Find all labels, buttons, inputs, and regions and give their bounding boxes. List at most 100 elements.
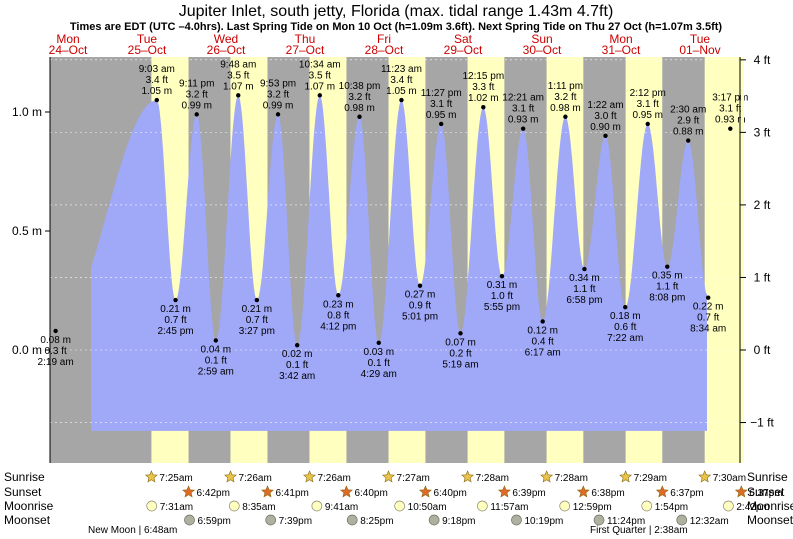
moonrise-icon xyxy=(311,500,323,512)
tide-point xyxy=(154,97,159,103)
day-name: Tue xyxy=(137,32,158,46)
tide-ft-label: 0.9 ft xyxy=(409,301,431,312)
moonrise-icon xyxy=(641,500,653,512)
tide-m-label: 1.07 m xyxy=(304,81,335,92)
day-date: 25–Oct xyxy=(128,43,167,57)
tide-point xyxy=(213,338,219,343)
sunrise-time: 7:26am xyxy=(317,473,350,484)
sunset-time: 6:42pm xyxy=(197,488,230,499)
tide-point xyxy=(623,304,628,310)
tide-m-label: 0.35 m xyxy=(652,271,683,282)
sunset-icon xyxy=(339,485,353,498)
tide-m-label: 0.22 m xyxy=(693,302,724,313)
tide-point xyxy=(294,343,300,348)
y-left-tick-label: 0.0 m xyxy=(12,343,42,357)
moonrise-time: 2:42pm xyxy=(736,502,769,513)
moonrise-time: 11:57am xyxy=(490,502,528,513)
sunset-time: 6:39pm xyxy=(512,488,545,499)
axes: 1.0 m 0.5 m 0.0 m 4 ft 3 ft 2 ft 1 ft 0 ft −1 ft xyxy=(12,53,775,463)
sunrise-icon xyxy=(224,470,237,483)
tide-m-label: 0.99 m xyxy=(263,100,294,111)
tide-time-label: 4:12 pm xyxy=(320,321,356,332)
day-labels: Mon24–OctTue25–OctWed26–OctThu27–OctFri2… xyxy=(49,32,721,57)
tide-time-label: 2:19 am xyxy=(38,357,74,368)
day-name: Sun xyxy=(531,32,552,46)
tide-time-label: 3:17 pm xyxy=(712,93,748,104)
sunset-time: 6:38pm xyxy=(591,488,624,499)
tide-point xyxy=(194,112,199,117)
tide-m-label: 0.21 m xyxy=(242,304,273,315)
tide-ft-label: 0.3 ft xyxy=(45,346,67,357)
tide-m-label: 0.08 m xyxy=(40,335,71,346)
tide-time-label: 2:12 pm xyxy=(630,88,666,99)
day-date: 30–Oct xyxy=(523,43,562,57)
day-date: 01–Nov xyxy=(679,43,720,57)
row-label-right: Sunrise xyxy=(747,470,788,484)
tide-ft-label: 1.1 ft xyxy=(656,282,678,293)
tide-point xyxy=(582,266,587,272)
tide-ft-label: 0.2 ft xyxy=(449,348,471,359)
tide-ft-label: 0.7 ft xyxy=(246,315,268,326)
tide-point xyxy=(317,93,322,98)
moon-phase-label: New Moon | 6:48am xyxy=(88,525,177,536)
moonset-time: 11:24pm xyxy=(607,516,645,527)
day-name: Fri xyxy=(377,32,391,46)
tide-point xyxy=(686,138,691,143)
tide-ft-label: 3.0 ft xyxy=(594,111,616,122)
y-left-tick-label: 1.0 m xyxy=(12,105,42,119)
tide-ft-label: 3.1 ft xyxy=(430,99,452,110)
tide-point xyxy=(376,340,381,346)
day-date: 31–Oct xyxy=(602,43,641,57)
sunrise-time: 7:28am xyxy=(476,473,509,484)
day-name: Thu xyxy=(295,32,316,46)
tide-m-label: 0.90 m xyxy=(590,122,621,133)
tide-m-label: 0.04 m xyxy=(201,344,232,355)
chart-title: Jupiter Inlet, south jetty, Florida (max… xyxy=(179,3,614,20)
row-label-right: Sunset xyxy=(747,485,785,499)
moonrise-icon xyxy=(559,500,571,512)
tide-m-label: 1.02 m xyxy=(468,93,499,104)
tide-ft-label: 1.0 ft xyxy=(491,291,513,302)
tide-ft-label: 3.3 ft xyxy=(472,82,494,93)
tide-time-label: 6:17 am xyxy=(525,347,561,358)
sunset-icon xyxy=(576,485,590,498)
tide-m-label: 0.99 m xyxy=(181,100,212,111)
tide-point xyxy=(438,121,444,127)
sunrise-icon xyxy=(303,470,316,483)
tide-ft-label: 3.5 ft xyxy=(227,70,249,81)
row-label-left: Moonrise xyxy=(4,499,54,513)
sunrise-time: 7:30am xyxy=(713,473,746,484)
tide-marks: 0.08 m0.3 ft2:19 am9:03 am3.4 ft1.05 m0.… xyxy=(38,59,749,382)
moonrise-icon xyxy=(146,500,158,512)
tide-time-label: 4:29 am xyxy=(361,369,397,380)
tide-time-label: 9:11 pm xyxy=(179,78,214,89)
tide-m-label: 0.18 m xyxy=(610,311,641,322)
moonrise-icon xyxy=(228,500,240,512)
tide-time-label: 9:03 am xyxy=(139,64,175,75)
tide-m-label: 1.07 m xyxy=(223,81,254,92)
tide-point xyxy=(563,114,568,119)
moonset-time: 10:19pm xyxy=(524,516,563,527)
tide-point xyxy=(705,295,711,300)
sunrise-time: 7:26am xyxy=(238,473,271,484)
tide-point xyxy=(645,121,650,127)
row-label-right: Moonset xyxy=(747,513,793,527)
tide-time-label: 9:53 pm xyxy=(260,78,296,89)
tide-ft-label: 3.1 ft xyxy=(512,104,534,115)
tide-ft-label: 0.7 ft xyxy=(697,313,719,324)
tide-point xyxy=(458,331,463,336)
tide-m-label: 0.95 m xyxy=(426,110,457,121)
tide-point xyxy=(417,283,423,288)
moonset-time: 6:59pm xyxy=(197,516,230,527)
sunset-time: 6:37pm xyxy=(670,488,703,499)
tide-time-label: 10:34 am xyxy=(299,59,341,70)
day-date: 24–Oct xyxy=(49,43,88,57)
tide-ft-label: 1.1 ft xyxy=(573,284,595,295)
tide-time-label: 5:19 am xyxy=(442,359,478,370)
moonset-time: 7:39pm xyxy=(279,516,312,527)
sunrise-icon xyxy=(461,470,475,483)
tide-time-label: 12:15 pm xyxy=(462,71,504,82)
day-date: 27–Oct xyxy=(286,43,325,57)
day-name: Mon xyxy=(609,32,632,46)
